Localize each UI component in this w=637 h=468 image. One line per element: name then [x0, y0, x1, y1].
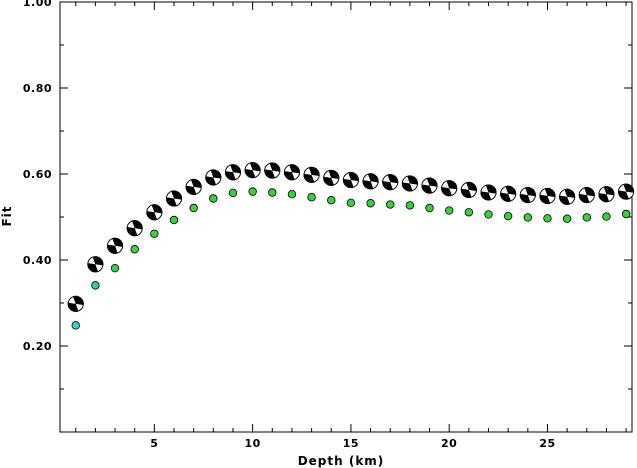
fit-point: [189, 203, 198, 213]
mechanism-ball: [362, 173, 379, 190]
fit-point: [327, 196, 336, 205]
fit-point: [386, 200, 395, 209]
mechanism-ball: [185, 178, 202, 195]
mechanism-ball: [500, 185, 517, 202]
mechanism-ball: [205, 169, 222, 186]
mechanism-ball: [342, 171, 359, 189]
fit-point: [484, 210, 493, 219]
mechanism-ball: [460, 181, 477, 198]
fit-point: [562, 214, 572, 223]
fit-point: [91, 281, 100, 290]
x-axis-label: Depth (km): [298, 454, 385, 468]
mechanism-ball: [264, 162, 281, 179]
mechanism-ball: [598, 186, 615, 203]
fit-point: [228, 188, 238, 198]
mechanism-ball: [146, 204, 163, 221]
y-axis-label: Fit: [0, 205, 14, 226]
y-tick-label: 0.80: [23, 82, 52, 95]
fit-point: [346, 198, 356, 208]
mechanism-ball: [421, 177, 438, 194]
mechanism-ball: [126, 220, 143, 237]
mechanism-ball: [441, 180, 458, 197]
data-marks: [67, 162, 635, 330]
fit-point: [110, 263, 120, 273]
mechanism-ball: [283, 164, 300, 181]
y-tick-label: 0.60: [23, 168, 52, 181]
mechanism-ball: [323, 169, 340, 186]
fit-point: [248, 187, 257, 196]
axis-ticks: [60, 1, 632, 432]
mechanism-ball: [578, 187, 595, 204]
fit-point: [71, 321, 80, 330]
x-tick-label: 25: [539, 437, 555, 450]
fit-point: [287, 190, 297, 199]
mechanism-ball: [559, 188, 576, 205]
mechanism-ball: [303, 166, 320, 183]
fit-point: [307, 193, 316, 202]
mechanism-ball: [244, 162, 261, 179]
mechanism-ball: [165, 190, 183, 207]
mechanism-ball: [618, 183, 635, 200]
mechanism-ball: [480, 184, 497, 201]
fit-point: [169, 215, 179, 225]
mechanism-ball: [224, 164, 242, 181]
fit-point: [405, 201, 415, 210]
fit-point: [621, 209, 631, 219]
x-tick-label: 20: [441, 437, 457, 450]
fit-point: [444, 206, 454, 215]
y-tick-label: 1.00: [23, 0, 52, 9]
fit-point: [425, 203, 434, 213]
mechanism-ball: [401, 175, 418, 192]
mechanism-ball: [67, 295, 84, 312]
x-tick-label: 5: [150, 437, 158, 450]
fit-point: [523, 213, 533, 222]
mechanism-ball: [382, 174, 399, 191]
axis-labels: 5 10 15 20 25 0.20 0.40 0.60 0.80 1.00: [23, 0, 555, 450]
mechanism-ball: [519, 187, 536, 204]
fit-point: [602, 212, 611, 221]
fit-point: [503, 211, 513, 221]
x-tick-label: 10: [244, 437, 260, 450]
mechanism-ball: [539, 187, 556, 204]
mechanism-ball: [87, 256, 104, 273]
fit-point: [543, 214, 552, 223]
fit-point: [150, 229, 159, 238]
fit-point: [209, 194, 218, 203]
fit-point: [268, 188, 277, 197]
fit-point: [464, 208, 474, 217]
x-tick-label: 15: [343, 437, 359, 450]
y-tick-label: 0.20: [23, 340, 52, 353]
fit-point: [366, 199, 375, 208]
mechanism-ball: [106, 237, 124, 254]
fit-point: [582, 213, 591, 222]
fit-point: [130, 245, 139, 254]
y-tick-label: 0.40: [23, 254, 52, 267]
